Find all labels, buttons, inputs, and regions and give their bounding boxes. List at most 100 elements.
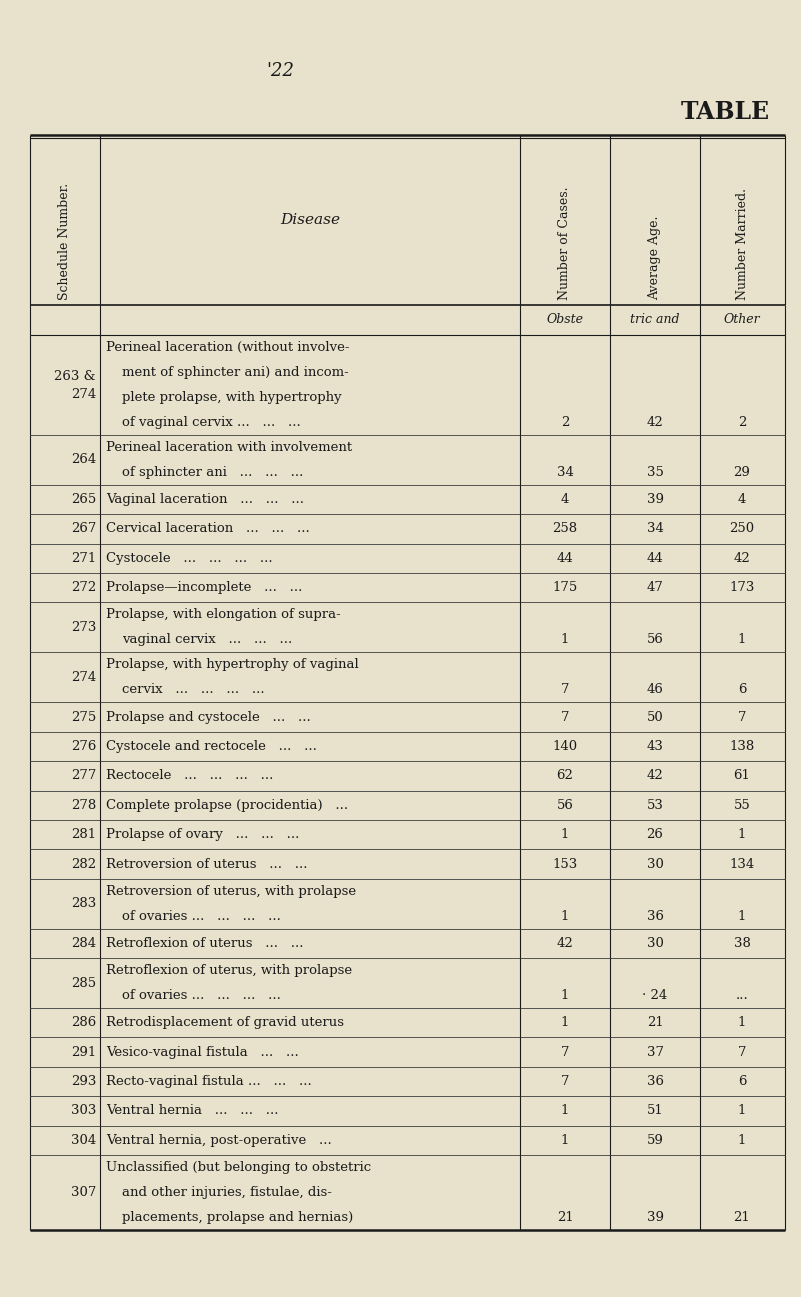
Text: 34: 34	[557, 466, 574, 479]
Text: 55: 55	[734, 799, 751, 812]
Text: 258: 258	[553, 523, 578, 536]
Text: vaginal cervix   ...   ...   ...: vaginal cervix ... ... ...	[122, 633, 292, 646]
Text: 271: 271	[70, 553, 96, 565]
Text: 36: 36	[646, 1075, 663, 1088]
Text: 1: 1	[561, 990, 570, 1003]
Text: 284: 284	[70, 936, 96, 949]
Text: 1: 1	[738, 829, 747, 842]
Text: 307: 307	[70, 1185, 96, 1198]
Text: 1: 1	[561, 1134, 570, 1147]
Text: and other injuries, fistulae, dis-: and other injuries, fistulae, dis-	[122, 1185, 332, 1198]
Text: 4: 4	[561, 493, 570, 506]
Text: 59: 59	[646, 1134, 663, 1147]
Text: 47: 47	[646, 581, 663, 594]
Text: Number Married.: Number Married.	[735, 188, 748, 300]
Text: 265: 265	[70, 493, 96, 506]
Text: Complete prolapse (procidentia)   ...: Complete prolapse (procidentia) ...	[106, 799, 348, 812]
Text: 264: 264	[70, 454, 96, 467]
Text: 267: 267	[70, 523, 96, 536]
Text: Disease: Disease	[280, 213, 340, 227]
Text: 42: 42	[646, 769, 663, 782]
Text: 7: 7	[561, 684, 570, 696]
Text: 277: 277	[70, 769, 96, 782]
Text: Vesico-vaginal fistula   ...   ...: Vesico-vaginal fistula ... ...	[106, 1045, 299, 1058]
Text: 293: 293	[70, 1075, 96, 1088]
Text: 274: 274	[70, 671, 96, 684]
Text: Prolapse of ovary   ...   ...   ...: Prolapse of ovary ... ... ...	[106, 829, 300, 842]
Text: 2: 2	[738, 416, 747, 429]
Text: 29: 29	[734, 466, 751, 479]
Text: 274: 274	[70, 389, 96, 402]
Text: 263 &: 263 &	[54, 371, 96, 384]
Text: 1: 1	[561, 909, 570, 922]
Text: 303: 303	[70, 1105, 96, 1118]
Text: 35: 35	[646, 466, 663, 479]
Text: 275: 275	[70, 711, 96, 724]
Text: of ovaries ...   ...   ...   ...: of ovaries ... ... ... ...	[122, 990, 281, 1003]
Text: Rectocele   ...   ...   ...   ...: Rectocele ... ... ... ...	[106, 769, 273, 782]
Text: Perineal laceration (without involve-: Perineal laceration (without involve-	[106, 341, 349, 354]
Text: 1: 1	[738, 1105, 747, 1118]
Text: of ovaries ...   ...   ...   ...: of ovaries ... ... ... ...	[122, 909, 281, 922]
Text: Vaginal laceration   ...   ...   ...: Vaginal laceration ... ... ...	[106, 493, 304, 506]
Text: 7: 7	[561, 1045, 570, 1058]
Text: Retroversion of uterus, with prolapse: Retroversion of uterus, with prolapse	[106, 885, 356, 898]
Text: 6: 6	[738, 684, 747, 696]
Text: 134: 134	[730, 857, 755, 870]
Text: 1: 1	[738, 909, 747, 922]
Text: of sphincter ani   ...   ...   ...: of sphincter ani ... ... ...	[122, 466, 304, 479]
Text: Perineal laceration with involvement: Perineal laceration with involvement	[106, 441, 352, 454]
Text: 304: 304	[70, 1134, 96, 1147]
Text: 1: 1	[561, 1105, 570, 1118]
Text: 30: 30	[646, 936, 663, 949]
Text: 50: 50	[646, 711, 663, 724]
Text: 51: 51	[646, 1105, 663, 1118]
Text: 53: 53	[646, 799, 663, 812]
Text: Prolapse, with elongation of supra-: Prolapse, with elongation of supra-	[106, 608, 340, 621]
Text: 38: 38	[734, 936, 751, 949]
Text: 34: 34	[646, 523, 663, 536]
Text: Recto-vaginal fistula ...   ...   ...: Recto-vaginal fistula ... ... ...	[106, 1075, 312, 1088]
Text: 1: 1	[738, 1134, 747, 1147]
Text: Unclassified (but belonging to obstetric: Unclassified (but belonging to obstetric	[106, 1161, 371, 1174]
Text: 285: 285	[70, 977, 96, 990]
Text: ...: ...	[735, 990, 748, 1003]
Text: 42: 42	[646, 416, 663, 429]
Text: 56: 56	[557, 799, 574, 812]
Text: 7: 7	[561, 711, 570, 724]
Text: 140: 140	[553, 741, 578, 754]
Text: 282: 282	[70, 857, 96, 870]
Text: Ventral hernia   ...   ...   ...: Ventral hernia ... ... ...	[106, 1105, 279, 1118]
Text: 175: 175	[553, 581, 578, 594]
Text: Number of Cases.: Number of Cases.	[558, 187, 571, 300]
Text: 61: 61	[734, 769, 751, 782]
Text: 7: 7	[738, 711, 747, 724]
Text: 21: 21	[557, 1211, 574, 1224]
Text: 42: 42	[734, 553, 751, 565]
Text: 21: 21	[734, 1211, 751, 1224]
Text: 26: 26	[646, 829, 663, 842]
Text: Prolapse—incomplete   ...   ...: Prolapse—incomplete ... ...	[106, 581, 302, 594]
Text: 62: 62	[557, 769, 574, 782]
Text: 42: 42	[557, 936, 574, 949]
Text: Ventral hernia, post-operative   ...: Ventral hernia, post-operative ...	[106, 1134, 332, 1147]
Text: cervix   ...   ...   ...   ...: cervix ... ... ... ...	[122, 684, 264, 696]
Text: 44: 44	[646, 553, 663, 565]
Text: Cystocele and rectocele   ...   ...: Cystocele and rectocele ... ...	[106, 741, 317, 754]
Text: 1: 1	[738, 1017, 747, 1030]
Text: 6: 6	[738, 1075, 747, 1088]
Text: 36: 36	[646, 909, 663, 922]
Text: placements, prolapse and hernias): placements, prolapse and hernias)	[122, 1211, 353, 1224]
Text: 1: 1	[561, 633, 570, 646]
Text: Obste: Obste	[546, 314, 583, 327]
Text: Prolapse and cystocele   ...   ...: Prolapse and cystocele ... ...	[106, 711, 311, 724]
Text: plete prolapse, with hypertrophy: plete prolapse, with hypertrophy	[122, 390, 341, 403]
Text: 44: 44	[557, 553, 574, 565]
Text: TABLE: TABLE	[681, 100, 770, 125]
Text: '22: '22	[266, 62, 294, 80]
Text: 173: 173	[730, 581, 755, 594]
Text: Prolapse, with hypertrophy of vaginal: Prolapse, with hypertrophy of vaginal	[106, 659, 359, 672]
Text: 286: 286	[70, 1017, 96, 1030]
Text: 281: 281	[70, 829, 96, 842]
Text: 273: 273	[70, 621, 96, 634]
